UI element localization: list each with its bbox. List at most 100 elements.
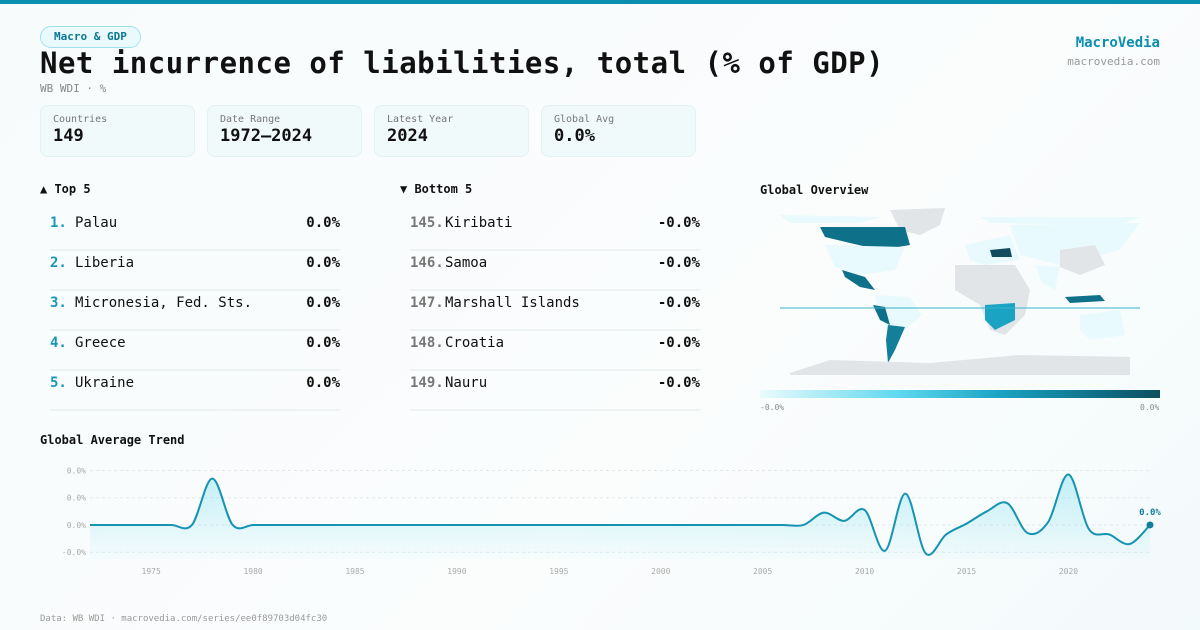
map-region-indonesia bbox=[1065, 295, 1105, 303]
map-region-russia-asia bbox=[1010, 223, 1140, 265]
rank-number: 3. bbox=[50, 295, 67, 311]
rank-number: 147. bbox=[410, 295, 444, 311]
map-region-canada bbox=[820, 227, 910, 250]
x-tick-label: 1990 bbox=[447, 567, 466, 576]
stat-card-countries: Countries 149 bbox=[40, 105, 195, 157]
country-name: Ukraine bbox=[75, 375, 135, 391]
bottom5-heading: ▼ Bottom 5 bbox=[400, 182, 473, 196]
x-tick-label: 2005 bbox=[753, 567, 772, 576]
bottom-list-item[interactable]: 146. Samoa -0.0% bbox=[410, 251, 700, 291]
brand-logo[interactable]: MacroVedia bbox=[1075, 35, 1160, 51]
map-region-usa bbox=[825, 245, 905, 275]
country-value: -0.0% bbox=[657, 255, 700, 271]
country-value: -0.0% bbox=[657, 215, 700, 231]
y-tick-label: 0.0% bbox=[67, 521, 86, 530]
trend-chart-title: Global Average Trend bbox=[40, 433, 185, 447]
country-name: Micronesia, Fed. Sts. bbox=[75, 295, 253, 311]
map-legend-max: 0.0% bbox=[1140, 403, 1160, 412]
bottom-list-item[interactable]: 149. Nauru -0.0% bbox=[410, 371, 700, 411]
top-list-item[interactable]: 5. Ukraine 0.0% bbox=[50, 371, 340, 411]
bottom-list-item[interactable]: 147. Marshall Islands -0.0% bbox=[410, 291, 700, 331]
x-tick-label: 1995 bbox=[549, 567, 568, 576]
footer-source: Data: WB WDI · macrovedia.com/series/ee0… bbox=[40, 614, 328, 624]
country-name: Kiribati bbox=[445, 215, 513, 231]
rank-number: 148. bbox=[410, 335, 444, 351]
page-title: Net incurrence of liabilities, total (% … bbox=[40, 46, 885, 80]
top-accent-bar bbox=[0, 0, 1200, 4]
map-region-china bbox=[1060, 245, 1105, 275]
rank-number: 5. bbox=[50, 375, 67, 391]
map-region-australia bbox=[1080, 310, 1125, 340]
country-name: Nauru bbox=[445, 375, 488, 391]
brand-url[interactable]: macrovedia.com bbox=[1067, 55, 1160, 68]
x-tick-label: 2000 bbox=[651, 567, 670, 576]
trend-area bbox=[90, 474, 1150, 559]
country-name: Greece bbox=[75, 335, 126, 351]
country-value: 0.0% bbox=[306, 215, 340, 231]
top-list-item[interactable]: 2. Liberia 0.0% bbox=[50, 251, 340, 291]
top5-heading: ▲ Top 5 bbox=[40, 182, 91, 196]
stat-card-global-avg: Global Avg 0.0% bbox=[541, 105, 696, 157]
map-legend-min: -0.0% bbox=[760, 403, 785, 412]
map-region-ukraine bbox=[990, 248, 1012, 257]
data-point bbox=[1146, 521, 1154, 529]
rank-number: 149. bbox=[410, 375, 444, 391]
map-heading: Global Overview bbox=[760, 183, 869, 197]
top-list-item[interactable]: 1. Palau 0.0% bbox=[50, 211, 340, 251]
map-color-scale bbox=[760, 390, 1160, 398]
stat-label: Countries bbox=[53, 114, 108, 125]
map-region-argentina bbox=[886, 325, 905, 363]
y-tick-label: 0.0% bbox=[67, 494, 86, 503]
country-value: 0.0% bbox=[306, 335, 340, 351]
country-name: Samoa bbox=[445, 255, 488, 271]
country-value: -0.0% bbox=[657, 375, 700, 391]
country-value: -0.0% bbox=[657, 295, 700, 311]
y-tick-label: 0.0% bbox=[67, 466, 86, 475]
top-list-item[interactable]: 3. Micronesia, Fed. Sts. 0.0% bbox=[50, 291, 340, 331]
country-value: -0.0% bbox=[657, 335, 700, 351]
y-tick-label: -0.0% bbox=[62, 548, 86, 557]
x-tick-label: 2010 bbox=[855, 567, 874, 576]
stat-label: Date Range bbox=[220, 114, 281, 125]
rank-number: 146. bbox=[410, 255, 444, 271]
map-region-arctic bbox=[780, 215, 1140, 225]
x-tick-label: 1975 bbox=[142, 567, 161, 576]
map-region-antarctica bbox=[790, 355, 1130, 375]
stat-value: 0.0% bbox=[554, 126, 595, 146]
stat-card-date-range: Date Range 1972–2024 bbox=[207, 105, 362, 157]
stat-card-latest-year: Latest Year 2024 bbox=[374, 105, 529, 157]
top-list-item[interactable]: 4. Greece 0.0% bbox=[50, 331, 340, 371]
country-name: Palau bbox=[75, 215, 118, 231]
x-tick-label: 2020 bbox=[1059, 567, 1078, 576]
rank-number: 145. bbox=[410, 215, 444, 231]
x-tick-label: 1985 bbox=[345, 567, 364, 576]
country-value: 0.0% bbox=[306, 375, 340, 391]
country-name: Marshall Islands bbox=[445, 295, 580, 311]
map-region-southern-africa bbox=[985, 303, 1015, 330]
trend-chart[interactable]: 0.0% 0.0% 0.0% -0.0% 1975 1980 1985 1990 1995 200… bbox=[0, 455, 1200, 585]
world-map[interactable] bbox=[780, 205, 1140, 375]
rank-number: 4. bbox=[50, 335, 67, 351]
bottom-list-item[interactable]: 148. Croatia -0.0% bbox=[410, 331, 700, 371]
stat-value: 149 bbox=[53, 126, 84, 146]
map-region-south-america bbox=[875, 295, 922, 350]
bottom-list-item[interactable]: 145. Kiribati -0.0% bbox=[410, 211, 700, 251]
x-tick-label: 2015 bbox=[957, 567, 976, 576]
country-name: Croatia bbox=[445, 335, 505, 351]
trend-line bbox=[89, 473, 1151, 556]
last-value-label: 0.0% bbox=[1139, 508, 1161, 518]
x-tick-label: 1980 bbox=[243, 567, 262, 576]
country-value: 0.0% bbox=[306, 295, 340, 311]
rank-number: 2. bbox=[50, 255, 67, 271]
category-badge[interactable]: Macro & GDP bbox=[40, 26, 141, 48]
stat-value: 1972–2024 bbox=[220, 126, 313, 146]
map-region-peru bbox=[873, 305, 890, 325]
stat-value: 2024 bbox=[387, 126, 428, 146]
map-region-india bbox=[1035, 265, 1060, 290]
stat-label: Global Avg bbox=[554, 114, 615, 125]
rank-number: 1. bbox=[50, 215, 67, 231]
stat-label: Latest Year bbox=[387, 114, 454, 125]
map-region-mexico bbox=[842, 270, 875, 290]
page-subtitle: WB WDI · % bbox=[40, 82, 107, 95]
country-value: 0.0% bbox=[306, 255, 340, 271]
